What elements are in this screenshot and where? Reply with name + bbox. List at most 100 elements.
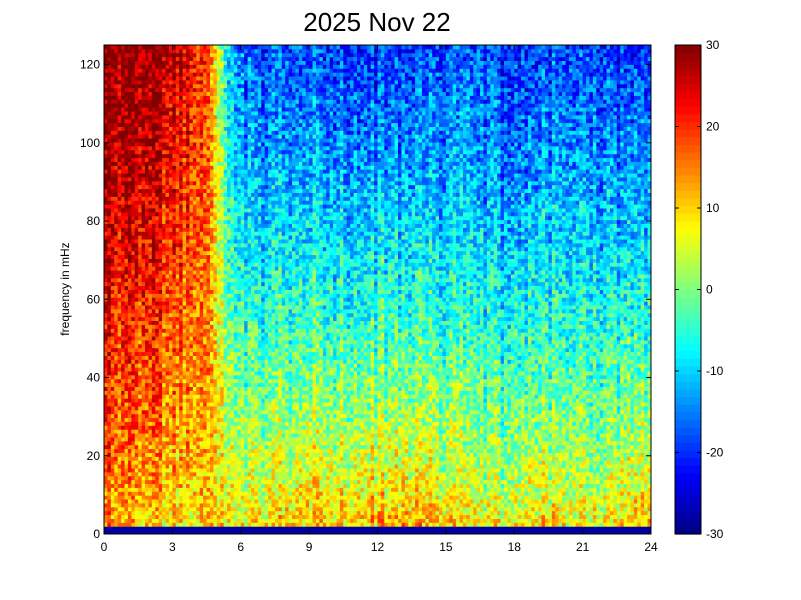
- heatmap-cell: [237, 231, 241, 235]
- heatmap-cell: [169, 286, 173, 290]
- heatmap-cell: [111, 266, 115, 270]
- heatmap-cell: [234, 212, 238, 216]
- heatmap-cell: [107, 92, 111, 96]
- heatmap-cell: [121, 468, 125, 472]
- heatmap-cell: [224, 158, 228, 162]
- heatmap-cell: [230, 161, 234, 165]
- heatmap-cell: [152, 57, 156, 61]
- heatmap-cell: [203, 363, 207, 367]
- heatmap-cell: [189, 274, 193, 278]
- heatmap-cell: [186, 266, 190, 270]
- heatmap-cell: [118, 72, 122, 76]
- heatmap-cell: [121, 130, 125, 134]
- heatmap-cell: [200, 460, 204, 464]
- heatmap-cell: [189, 495, 193, 499]
- heatmap-cell: [142, 499, 146, 503]
- heatmap-cell: [169, 169, 173, 173]
- heatmap-cell: [210, 495, 214, 499]
- heatmap-cell: [220, 390, 224, 394]
- heatmap-cell: [125, 340, 129, 344]
- heatmap-cell: [196, 511, 200, 515]
- heatmap-cell: [121, 181, 125, 185]
- heatmap-cell: [210, 196, 214, 200]
- heatmap-cell: [200, 200, 204, 204]
- heatmap-cell: [172, 274, 176, 278]
- heatmap-cell: [176, 258, 180, 262]
- heatmap-cell: [128, 359, 132, 363]
- heatmap-cell: [224, 309, 228, 313]
- heatmap-cell: [203, 169, 207, 173]
- heatmap-cell: [142, 278, 146, 282]
- heatmap-cell: [121, 332, 125, 336]
- heatmap-cell: [128, 491, 132, 495]
- heatmap-cell: [135, 363, 139, 367]
- heatmap-cell: [224, 456, 228, 460]
- heatmap-cell: [135, 158, 139, 162]
- heatmap-cell: [207, 88, 211, 92]
- heatmap-cell: [230, 204, 234, 208]
- heatmap-cell: [224, 92, 228, 96]
- heatmap-cell: [234, 522, 238, 526]
- heatmap-cell: [193, 224, 197, 228]
- heatmap-cell: [230, 127, 234, 131]
- heatmap-cell: [152, 499, 156, 503]
- heatmap-cell: [131, 204, 135, 208]
- heatmap-cell: [148, 286, 152, 290]
- heatmap-cell: [114, 476, 118, 480]
- heatmap-cell: [121, 123, 125, 127]
- heatmap-cell: [166, 317, 170, 321]
- heatmap-cell: [176, 95, 180, 99]
- heatmap-cell: [230, 425, 234, 429]
- heatmap-cell: [162, 224, 166, 228]
- heatmap-cell: [159, 293, 163, 297]
- heatmap-cell: [200, 216, 204, 220]
- heatmap-cell: [142, 200, 146, 204]
- heatmap-cell: [237, 258, 241, 262]
- heatmap-cell: [234, 150, 238, 154]
- heatmap-cell: [145, 398, 149, 402]
- heatmap-cell: [114, 224, 118, 228]
- heatmap-cell: [217, 200, 221, 204]
- heatmap-cell: [193, 130, 197, 134]
- heatmap-cell: [166, 379, 170, 383]
- heatmap-cell: [155, 332, 159, 336]
- heatmap-cell: [179, 499, 183, 503]
- heatmap-cell: [227, 88, 231, 92]
- heatmap-cell: [179, 103, 183, 107]
- heatmap-cell: [210, 274, 214, 278]
- heatmap-cell: [183, 142, 187, 146]
- heatmap-cell: [189, 515, 193, 519]
- heatmap-cell: [203, 305, 207, 309]
- heatmap-cell: [135, 348, 139, 352]
- heatmap-cell: [207, 460, 211, 464]
- heatmap-cell: [131, 290, 135, 294]
- heatmap-cell: [230, 95, 234, 99]
- heatmap-cell: [104, 111, 108, 115]
- heatmap-cell: [145, 313, 149, 317]
- heatmap-cell: [237, 390, 241, 394]
- heatmap-cell: [193, 460, 197, 464]
- heatmap-cell: [234, 305, 238, 309]
- heatmap-cell: [203, 146, 207, 150]
- heatmap-cell: [162, 111, 166, 115]
- heatmap-cell: [210, 165, 214, 169]
- heatmap-cell: [189, 282, 193, 286]
- heatmap-cell: [114, 367, 118, 371]
- heatmap-cell: [118, 445, 122, 449]
- heatmap-cell: [135, 208, 139, 212]
- heatmap-cell: [193, 290, 197, 294]
- heatmap-cell: [159, 324, 163, 328]
- heatmap-cell: [176, 522, 180, 526]
- heatmap-cell: [230, 262, 234, 266]
- heatmap-cell: [196, 255, 200, 259]
- heatmap-cell: [234, 196, 238, 200]
- heatmap-cell: [179, 383, 183, 387]
- heatmap-cell: [138, 503, 142, 507]
- heatmap-cell: [152, 406, 156, 410]
- heatmap-cell: [104, 99, 108, 103]
- heatmap-cell: [220, 161, 224, 165]
- heatmap-cell: [217, 192, 221, 196]
- heatmap-cell: [118, 487, 122, 491]
- heatmap-cell: [193, 526, 197, 530]
- heatmap-cell: [193, 418, 197, 422]
